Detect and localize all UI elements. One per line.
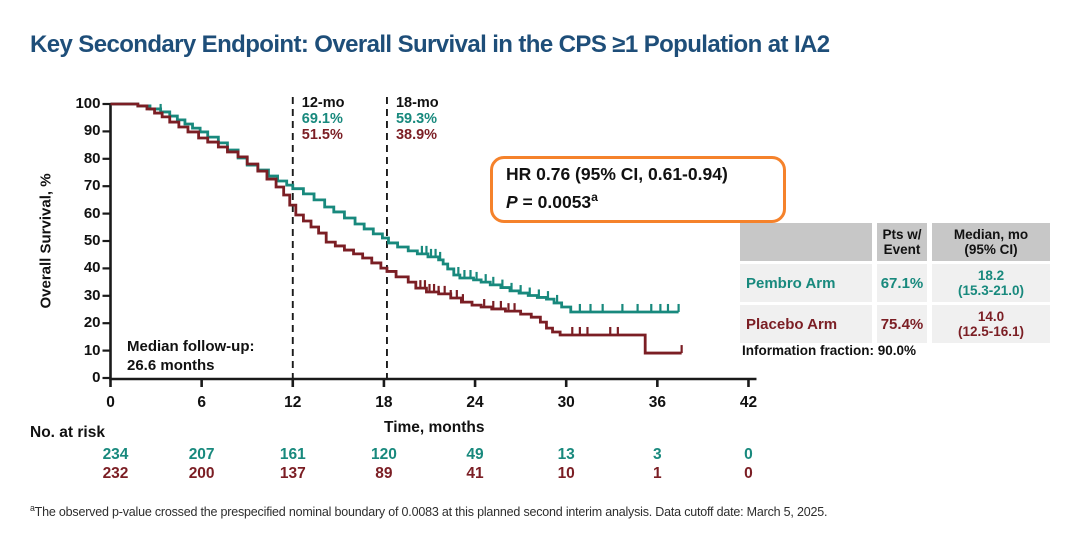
landmark-label: 12-mo: [301, 95, 345, 111]
risk-count-pembro-arm-m6: 207: [188, 446, 215, 463]
landmark-label: 18-mo: [395, 95, 439, 111]
y-axis-title: Overall Survival, %: [37, 173, 55, 309]
pembro-pts-w-event: 67.1%: [877, 264, 927, 302]
landmark-note-12-mo: 12-mo 69.1% 51.5%: [302, 95, 345, 143]
landmark-rate-placebo-arm: 38.9%: [395, 127, 438, 143]
risk-count-placebo-arm-m30: 10: [557, 465, 575, 482]
x-tick-label-6: 6: [197, 394, 206, 411]
risk-count-placebo-arm-m6: 200: [188, 465, 215, 482]
placebo-median: 14.0 (12.5-16.1): [932, 305, 1050, 343]
y-tick-label-90: 90: [83, 122, 101, 140]
x-tick-label-42: 42: [739, 394, 758, 411]
summary-header-pts-w-event: Pts w/ Event: [877, 223, 927, 261]
footnote-marker: a: [30, 503, 35, 513]
footnote-text: The observed p-value crossed the prespec…: [34, 505, 828, 520]
page-title: Key Secondary Endpoint: Overall Survival…: [30, 31, 830, 58]
y-tick-label-20: 20: [83, 314, 101, 332]
risk-count-pembro-arm-m42: 0: [744, 446, 753, 463]
y-tick-label-10: 10: [83, 341, 101, 359]
risk-count-pembro-arm-m24: 49: [466, 446, 484, 463]
risk-count-pembro-arm-m12: 161: [279, 446, 306, 463]
risk-count-placebo-arm-m42: 0: [744, 465, 753, 482]
y-tick-label-60: 60: [83, 204, 101, 222]
median-followup-note: Median follow-up: 26.6 months: [127, 337, 254, 375]
os-summary-table: Pts w/ Event Median, mo (95% CI) Pembro …: [740, 223, 1050, 343]
y-tick-label-40: 40: [83, 259, 101, 277]
x-tick-label-36: 36: [648, 394, 666, 411]
median-followup-line1: Median follow-up:: [127, 338, 255, 355]
y-tick-label-80: 80: [83, 149, 101, 167]
survival-curve-pembro-arm: [110, 102, 679, 314]
y-tick-label-70: 70: [83, 177, 101, 195]
y-tick-label-50: 50: [83, 232, 101, 249]
survival-curve-placebo-arm: [110, 102, 682, 355]
landmark-note-18-mo: 18-mo 59.3% 38.9%: [396, 95, 439, 143]
placebo-pts-w-event: 75.4%: [877, 305, 927, 343]
y-tick-label-30: 30: [83, 286, 101, 304]
risk-count-pembro-arm-m36: 3: [653, 446, 662, 463]
risk-count-placebo-arm-m36: 1: [653, 465, 662, 482]
pembro-arm-label: Pembro Arm: [740, 264, 872, 302]
information-fraction-note: Information fraction: 90.0%: [742, 343, 917, 358]
p-value-footnote-marker: a: [591, 190, 598, 204]
p-value-line: P = 0.0053a: [506, 186, 771, 214]
x-tick-label-0: 0: [106, 394, 115, 411]
no-at-risk-label: No. at risk: [30, 424, 105, 441]
landmark-rate-pembro-arm: 69.1%: [301, 111, 343, 127]
footnote: aThe observed p-value crossed the prespe…: [30, 503, 827, 519]
x-tick-label-24: 24: [466, 394, 484, 411]
landmark-rate-pembro-arm: 59.3%: [395, 111, 438, 127]
x-tick-label-30: 30: [557, 394, 575, 411]
risk-count-placebo-arm-m12: 137: [279, 465, 306, 482]
risk-count-placebo-arm-m18: 89: [375, 465, 393, 482]
x-tick-label-18: 18: [375, 394, 393, 411]
hr-line: HR 0.76 (95% CI, 0.61-0.94): [506, 164, 728, 184]
hazard-ratio-callout: HR 0.76 (95% CI, 0.61-0.94) P = 0.0053a: [490, 156, 786, 223]
risk-count-pembro-arm-m0: 234: [102, 446, 129, 463]
risk-count-placebo-arm-m0: 232: [102, 465, 129, 482]
pembro-median: 18.2 (15.3-21.0): [932, 264, 1050, 302]
p-value-number: = 0.0053: [517, 191, 592, 212]
risk-count-placebo-arm-m24: 41: [466, 465, 484, 482]
landmark-rate-placebo-arm: 51.5%: [301, 127, 343, 143]
y-tick-label-100: 100: [75, 95, 101, 112]
summary-header-blank: [740, 223, 872, 261]
risk-count-pembro-arm-m30: 13: [557, 446, 575, 463]
placebo-arm-label: Placebo Arm: [740, 305, 872, 343]
p-value-label: P: [506, 191, 518, 212]
x-axis-title: Time, months: [384, 419, 485, 436]
summary-header-median: Median, mo (95% CI): [932, 223, 1050, 261]
median-followup-line2: 26.6 months: [127, 357, 215, 374]
y-tick-label-0: 0: [92, 369, 101, 386]
risk-count-pembro-arm-m18: 120: [370, 446, 397, 463]
x-tick-label-12: 12: [284, 394, 302, 411]
